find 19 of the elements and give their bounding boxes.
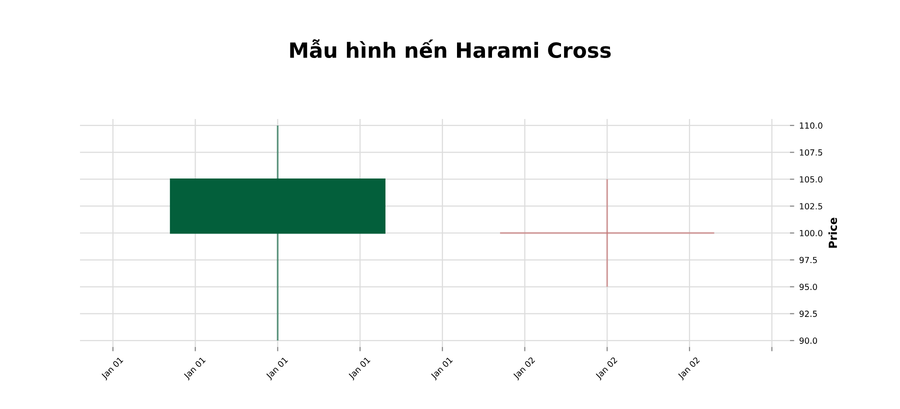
x-tick-label: Jan 02	[677, 356, 701, 380]
y-axis-title: Price	[828, 218, 838, 248]
y-tick-label: 107.5	[800, 149, 822, 156]
x-tick-label: Jan 01	[265, 356, 290, 380]
y-tick-label: 95.0	[800, 284, 818, 290]
x-tick-label: Jan 02	[512, 356, 536, 380]
y-tick-label: 102.5	[800, 203, 822, 210]
y-tick-label: 100.0	[800, 230, 822, 236]
y-tick-label: 110.0	[800, 122, 822, 129]
y-tick-label: 105.0	[800, 176, 822, 183]
x-tick-label: Jan 01	[348, 356, 372, 380]
x-tick-label: Jan 02	[594, 356, 619, 380]
x-tick-label: Jan 01	[430, 356, 454, 380]
x-tick-label: Jan 01	[100, 356, 124, 380]
x-tick-label: Jan 01	[183, 356, 207, 380]
y-tick-label: 97.5	[800, 256, 817, 264]
chart-title: Mẫu hình nến Harami Cross	[290, 39, 611, 58]
y-tick-label: 92.5	[800, 310, 817, 317]
y-tick-label: 90.0	[800, 338, 818, 344]
